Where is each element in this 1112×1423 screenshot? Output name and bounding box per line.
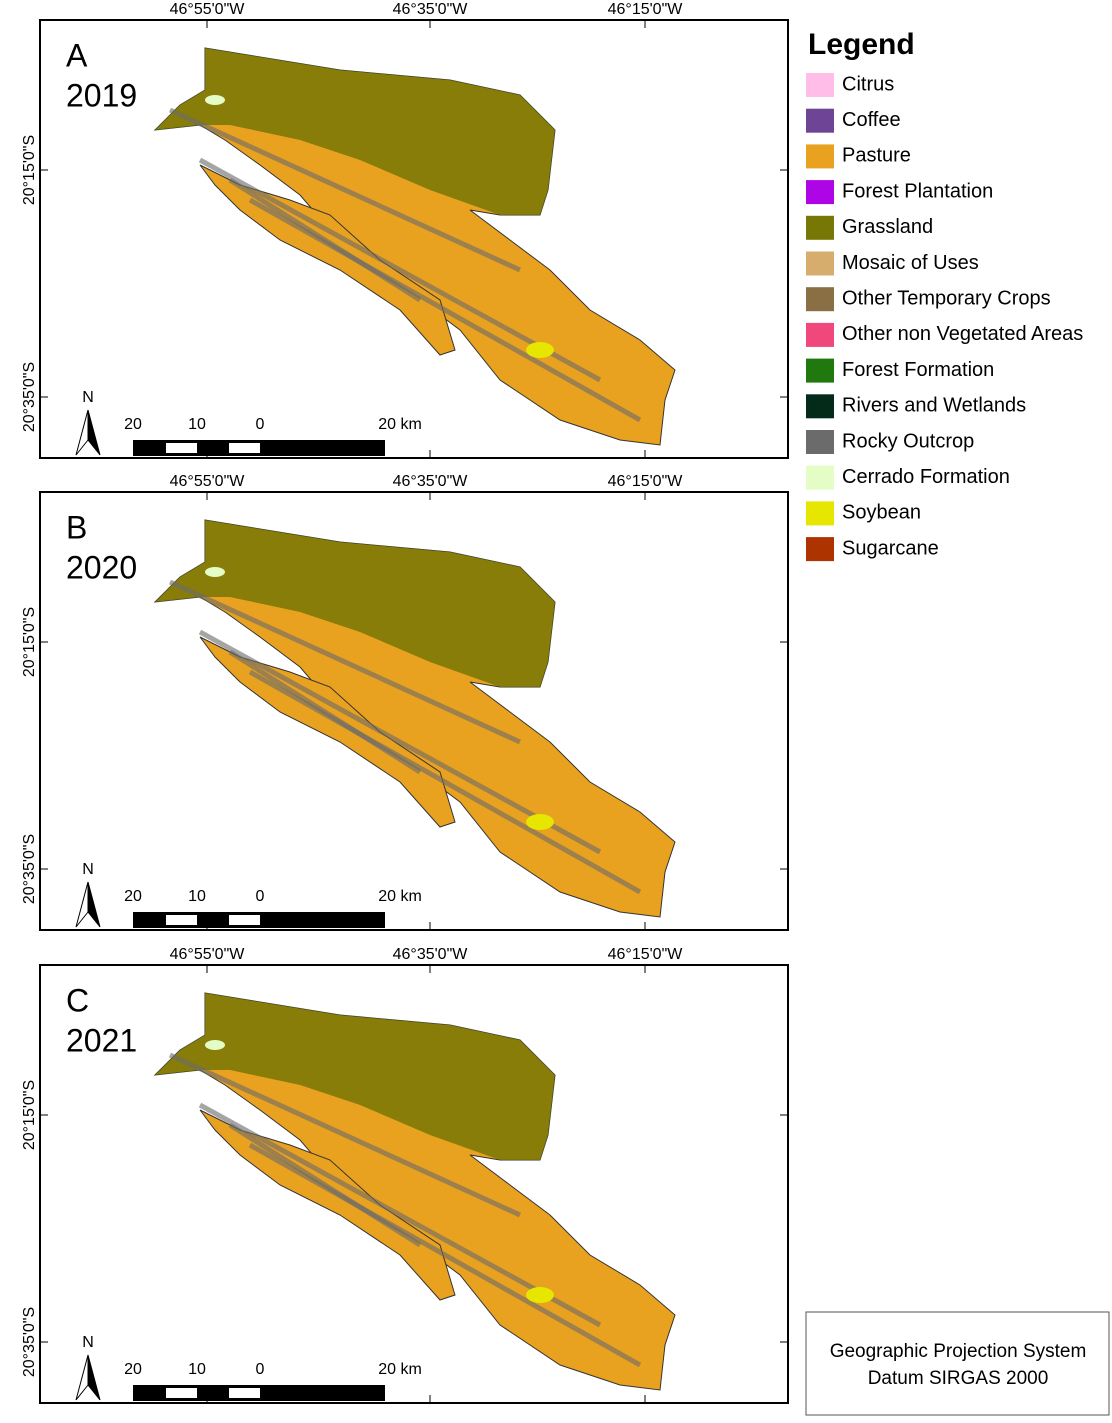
map-panel: 46°55'0"W 46°35'0"W 46°15'0"W 20°15'0"S 20°3… [21,473,788,930]
scale-label: 20 km [378,416,422,433]
legend-swatch [806,216,834,240]
figure: Geographic Projection System Datum SIRGA… [0,0,1112,1418]
legend-label: Grassland [842,216,933,238]
legend-label: Rocky Outcrop [842,430,974,452]
legend-swatch [806,180,834,204]
legend-swatch [806,73,834,97]
longitude-label: 46°55'0"W [170,946,246,963]
longitude-label: 46°55'0"W [170,473,246,490]
latitude-label: 20°15'0"S [21,607,38,677]
legend-swatch [806,501,834,525]
legend-label: Citrus [842,73,894,95]
map-patch [526,814,554,830]
map-patch [205,567,225,577]
map-patch [526,1287,554,1303]
legend-swatch [806,359,834,383]
map-patch [526,342,554,358]
projection-box [806,1312,1109,1415]
legend-swatch [806,287,834,311]
map-patch [205,1040,225,1050]
longitude-label: 46°15'0"W [608,473,684,490]
legend-label: Sugarcane [842,537,939,559]
legend-label: Rivers and Wetlands [842,395,1026,417]
latitude-label: 20°15'0"S [21,1080,38,1150]
scale-label: 0 [256,888,265,905]
scale-label: 20 km [378,888,422,905]
latitude-label: 20°35'0"S [21,1307,38,1377]
longitude-label: 46°35'0"W [393,1,469,18]
longitude-label: 46°15'0"W [608,1,684,18]
scale-bar-segment [166,1388,197,1398]
scale-bar-segment [229,1388,260,1398]
legend-label: Pasture [842,145,911,167]
north-label: N [82,389,94,406]
scale-label: 20 [124,416,142,433]
scale-bar-segment [166,915,197,925]
scale-label: 20 [124,1361,142,1378]
legend-title: Legend [808,28,915,61]
map-panel: 46°55'0"W 46°35'0"W 46°15'0"W 20°15'0"S 20°3… [21,946,788,1403]
legend-label: Forest Plantation [842,180,993,202]
panel-letter: C [66,982,89,1018]
scale-label: 20 km [378,1361,422,1378]
legend-swatch [806,323,834,347]
legend-label: Soybean [842,502,921,524]
scale-label: 0 [256,416,265,433]
legend-label: Coffee [842,109,901,131]
north-label: N [82,861,94,878]
legend-swatch [806,537,834,561]
scale-bar-segment [166,443,197,453]
legend-label: Forest Formation [842,359,994,381]
scale-label: 10 [188,1361,206,1378]
legend-swatch [806,466,834,490]
panel-year: 2019 [66,77,137,113]
projection-line: Geographic Projection System [830,1341,1087,1362]
longitude-label: 46°35'0"W [393,946,469,963]
legend-swatch [806,430,834,454]
legend-swatch [806,144,834,168]
legend-swatch [806,394,834,418]
panel-year: 2020 [66,549,137,585]
panel-year: 2021 [66,1022,137,1058]
panel-letter: A [66,37,88,73]
map-panel: 46°55'0"W 46°35'0"W 46°15'0"W 20°15'0"S 20°3… [21,1,788,458]
longitude-label: 46°35'0"W [393,473,469,490]
map-patch [205,95,225,105]
longitude-label: 46°15'0"W [608,946,684,963]
scale-label: 0 [256,1361,265,1378]
legend-label: Other non Vegetated Areas [842,323,1083,345]
legend-label: Mosaic of Uses [842,252,979,274]
scale-bar-segment [229,443,260,453]
panel-letter: B [66,509,87,545]
legend-swatch [806,109,834,133]
projection-line: Datum SIRGAS 2000 [868,1368,1049,1389]
latitude-label: 20°35'0"S [21,362,38,432]
latitude-label: 20°15'0"S [21,135,38,205]
north-label: N [82,1334,94,1351]
latitude-label: 20°35'0"S [21,834,38,904]
longitude-label: 46°55'0"W [170,1,246,18]
legend-label: Cerrado Formation [842,466,1010,488]
scale-label: 10 [188,888,206,905]
scale-label: 20 [124,888,142,905]
scale-label: 10 [188,416,206,433]
legend-label: Other Temporary Crops [842,287,1051,309]
scale-bar-segment [229,915,260,925]
legend-swatch [806,252,834,276]
